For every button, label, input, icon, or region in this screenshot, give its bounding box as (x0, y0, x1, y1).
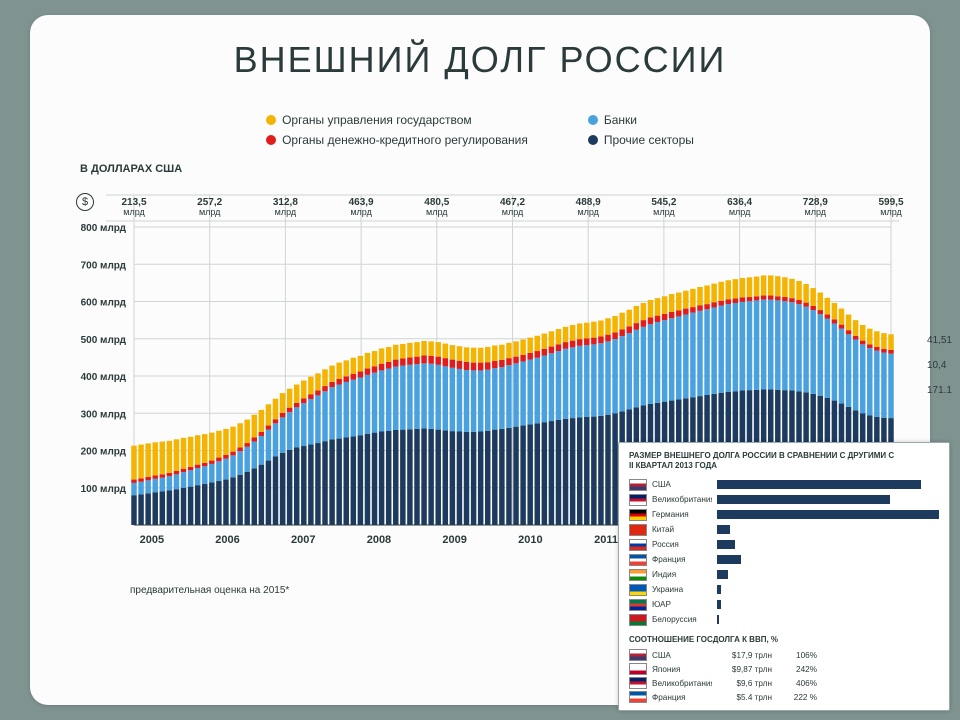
cmp-row: Белоруссия (629, 612, 939, 627)
currency-subtitle: В ДОЛЛАРАХ США (80, 163, 182, 175)
side-label-1: 41,51 (927, 335, 952, 346)
legend-cbr-label: Органы денежно-кредитного регулирования (282, 133, 528, 147)
svg-text:800 млрд: 800 млрд (81, 223, 127, 234)
dot-cbr (266, 135, 276, 145)
ratio-row: США$17,9 трлн106% (629, 648, 939, 662)
svg-text:400 млрд: 400 млрд (81, 372, 127, 383)
svg-text:2008: 2008 (367, 534, 391, 546)
legend-banks: Банки (588, 113, 694, 127)
svg-text:млрд: млрд (729, 207, 751, 217)
svg-text:млрд: млрд (426, 207, 448, 217)
side-label-3: 171.1 (927, 385, 952, 396)
svg-text:млрд: млрд (123, 207, 145, 217)
svg-text:2005: 2005 (140, 534, 164, 546)
svg-text:200 млрд: 200 млрд (81, 447, 127, 458)
cmp-row: Россия (629, 537, 939, 552)
legend: Органы управления государством Органы де… (30, 113, 930, 147)
legend-cbr: Органы денежно-кредитного регулирования (266, 133, 528, 147)
svg-text:700 млрд: 700 млрд (81, 260, 127, 271)
legend-other: Прочие секторы (588, 133, 694, 147)
cmp-row: Украина (629, 582, 939, 597)
comparison-panel: РАЗМЕР ВНЕШНЕГО ДОЛГА РОССИИ В СРАВНЕНИИ… (618, 442, 950, 711)
svg-text:2011: 2011 (594, 534, 618, 546)
ratio-row: Великобритания$9,6 трлн406% (629, 676, 939, 690)
svg-text:500 млрд: 500 млрд (81, 335, 127, 346)
cmp-ratio-title: СООТНОШЕНИЕ ГОСДОЛГА К ВВП, % (629, 635, 939, 644)
svg-text:300 млрд: 300 млрд (81, 409, 127, 420)
svg-text:млрд: млрд (880, 207, 902, 217)
side-labels: 41,51 10,4 171.1 (927, 335, 952, 396)
footnote: предварительная оценка на 2015* (130, 585, 289, 596)
svg-text:600 млрд: 600 млрд (81, 298, 127, 309)
svg-text:млрд: млрд (502, 207, 524, 217)
svg-text:млрд: млрд (350, 207, 372, 217)
cmp-row: Индия (629, 567, 939, 582)
legend-gov-label: Органы управления государством (282, 113, 472, 127)
cmp-row: Великобритания (629, 492, 939, 507)
cmp-row: США (629, 477, 939, 492)
side-label-2: 10,4 (927, 360, 952, 371)
svg-text:100 млрд: 100 млрд (81, 484, 127, 495)
legend-gov: Органы управления государством (266, 113, 528, 127)
svg-text:2009: 2009 (442, 534, 466, 546)
legend-banks-label: Банки (604, 113, 637, 127)
cmp-row: Китай (629, 522, 939, 537)
svg-text:млрд: млрд (653, 207, 675, 217)
cmp-row: ЮАР (629, 597, 939, 612)
cmp-title: РАЗМЕР ВНЕШНЕГО ДОЛГА РОССИИ В СРАВНЕНИИ… (629, 451, 939, 471)
svg-text:2006: 2006 (215, 534, 239, 546)
slide: ВНЕШНИЙ ДОЛГ РОССИИ Органы управления го… (30, 15, 930, 705)
dot-banks (588, 115, 598, 125)
svg-text:млрд: млрд (199, 207, 221, 217)
svg-text:млрд: млрд (577, 207, 599, 217)
cmp-row: Франция (629, 552, 939, 567)
dot-other (588, 135, 598, 145)
svg-text:млрд: млрд (805, 207, 827, 217)
legend-other-label: Прочие секторы (604, 133, 694, 147)
svg-text:млрд: млрд (275, 207, 297, 217)
dot-gov (266, 115, 276, 125)
cmp-row: Германия (629, 507, 939, 522)
ratio-row: Япония$9,87 трлн242% (629, 662, 939, 676)
ratio-row: Франция$5.4 трлн222 % (629, 690, 939, 704)
svg-text:2010: 2010 (518, 534, 542, 546)
svg-text:2007: 2007 (291, 534, 315, 546)
page-title: ВНЕШНИЙ ДОЛГ РОССИИ (30, 39, 930, 81)
